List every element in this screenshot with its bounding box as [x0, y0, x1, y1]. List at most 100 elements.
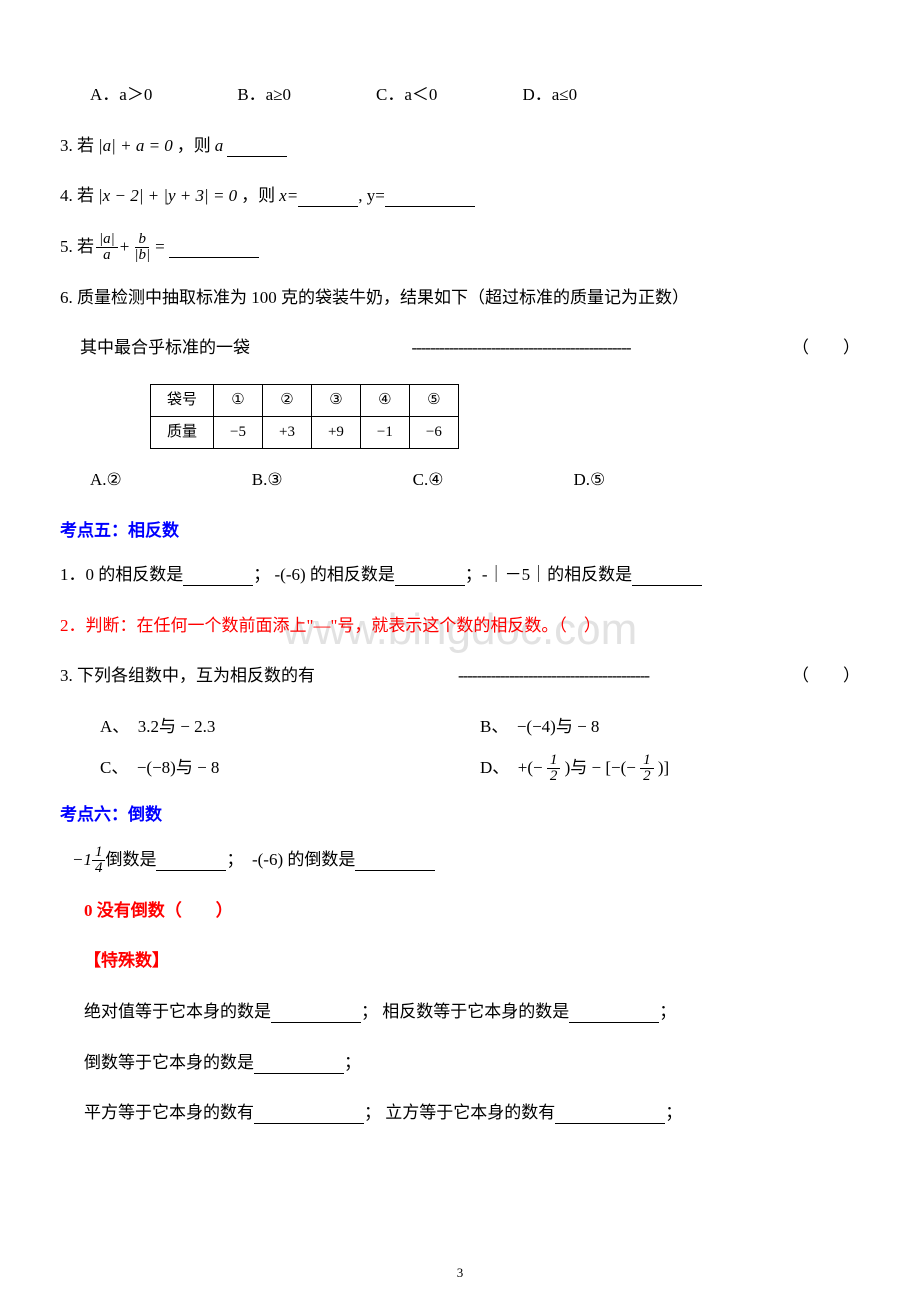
choice-c: C．a＜0 [376, 80, 437, 111]
table-cell: +9 [311, 416, 360, 448]
s5-q1: 1．0 的相反数是 ； -(-6) 的相反数是 ；-｜－5｜的相反数是 [60, 560, 860, 591]
table-cell: −1 [360, 416, 409, 448]
opt-d-frac1: 1 2 [547, 753, 561, 784]
q4-yeq: , y= [358, 181, 385, 212]
frac-den: 2 [640, 769, 654, 784]
table-cell: −5 [214, 416, 263, 448]
q4-blank-x [298, 185, 358, 207]
frac-den: 2 [547, 769, 561, 784]
choice-a: A．a＞0 [90, 80, 152, 111]
sp2-semi: ； [344, 1048, 361, 1079]
s5-opts-row2: C、 −(−8)与 − 8 D、 +(− 1 2 )与 − [−(− 1 2 )… [60, 753, 860, 785]
s5-q2: 2．判断：在任何一个数前面添上"—"号，就表示这个数的相反数。（ ） [60, 611, 860, 642]
frac-num: 1 [640, 753, 654, 769]
sp1-blank1 [271, 1001, 361, 1023]
opt-d-pre: D、 +(− [480, 758, 543, 777]
s5-q3: 3. 下列各组数中，互为相反数的有 ----------------------… [60, 661, 860, 692]
sp1-semi: ； [659, 997, 676, 1028]
s5-q1-c: ；-｜－5｜的相反数是 [465, 560, 632, 591]
frac-den: 4 [92, 861, 106, 876]
q5-blank [169, 236, 259, 258]
opt-c: C、 −(−8)与 − 8 [100, 753, 480, 785]
s5-q1-b: ； -(-6) 的相反数是 [253, 560, 395, 591]
table-cell: ② [262, 384, 311, 416]
s5-q2-text: 2．判断：在任何一个数前面添上"—"号，就表示这个数的相反数。（ ） [60, 611, 601, 642]
q3: 3. 若 |a| + a = 0 ，则 a [60, 131, 860, 162]
frac-num: 1 [92, 845, 106, 861]
opt-d: D、 +(− 1 2 )与 − [−(− 1 2 )] [480, 753, 860, 785]
q4-prefix: 4. 若 [60, 181, 94, 212]
s6-zero-text: 0 没有倒数（ ） [84, 896, 233, 927]
section-6-title: 考点六：倒数 [60, 800, 860, 831]
q6-choices: A.② B.③ C.④ D.⑤ [60, 465, 860, 496]
q5-eq: = [155, 232, 165, 263]
choice-b: B.③ [252, 465, 283, 496]
choice-c: C.④ [413, 465, 444, 496]
q6-text1: 6. 质量检测中抽取标准为 100 克的袋装牛奶，结果如下（超过标准的质量记为正… [60, 283, 689, 314]
q4-blank-y [385, 185, 475, 207]
s6-sp2: 倒数等于它本身的数是 ； [60, 1048, 860, 1079]
sp3a: 平方等于它本身的数有 [84, 1098, 254, 1129]
s5-q1-blank2 [395, 564, 465, 586]
sp2-blank [254, 1052, 344, 1074]
s6-sp1: 绝对值等于它本身的数是 ； 相反数等于它本身的数是 ； [60, 997, 860, 1028]
choice-d: D．a≤0 [522, 80, 577, 111]
table-cell: ① [214, 384, 263, 416]
s6-l1-frac: 1 4 [92, 845, 106, 876]
q3-blank [227, 135, 287, 157]
s6-l1-a: −1 [72, 845, 92, 876]
q4: 4. 若 |x − 2| + |y + 3| = 0 ，则 x= , y= [60, 181, 860, 212]
choice-b: B．a≥0 [237, 80, 291, 111]
s5-q3-left: 3. 下列各组数中，互为相反数的有 [60, 661, 315, 692]
q6-dashes: ----------------------------------------… [411, 333, 630, 364]
s5-opts-row1: A、 3.2与 − 2.3 B、 −(−4)与 − 8 [60, 712, 860, 743]
q4-formula: |x − 2| + |y + 3| = 0 [98, 181, 237, 212]
q3-prefix: 3. 若 [60, 131, 94, 162]
page-number: 3 [457, 1261, 464, 1284]
q3-var: a [215, 131, 224, 162]
q5-prefix: 5. 若 [60, 232, 94, 263]
s6-zero: 0 没有倒数（ ） [60, 896, 860, 927]
sp3-blank2 [555, 1102, 665, 1124]
table-cell: 质量 [151, 416, 214, 448]
s6-blank2 [355, 849, 435, 871]
table-cell: +3 [262, 416, 311, 448]
sp3-blank1 [254, 1102, 364, 1124]
q4-mid: ，则 [241, 181, 275, 212]
table-cell: ⑤ [409, 384, 458, 416]
q5-frac2-num: b [135, 232, 149, 248]
q3-mid: ，则 [177, 131, 211, 162]
s6-l1-b: 倒数是 [105, 845, 156, 876]
q5: 5. 若 |a| a + b |b| = [60, 232, 860, 263]
s6-l1-c: ； -(-6) 的倒数是 [226, 845, 355, 876]
q5-frac1: |a| a [96, 232, 118, 263]
table-cell: 袋号 [151, 384, 214, 416]
opt-a: A、 3.2与 − 2.3 [100, 712, 480, 743]
table-row: 袋号 ① ② ③ ④ ⑤ [151, 384, 459, 416]
sp3b: ； 立方等于它本身的数有 [364, 1098, 555, 1129]
table-cell: −6 [409, 416, 458, 448]
q3-formula: |a| + a = 0 [98, 131, 173, 162]
sp1-blank2 [569, 1001, 659, 1023]
table-cell: ④ [360, 384, 409, 416]
choice-a: A.② [90, 465, 122, 496]
section-5-title: 考点五：相反数 [60, 516, 860, 547]
sp3-semi: ； [665, 1098, 682, 1129]
table-row: 质量 −5 +3 +9 −1 −6 [151, 416, 459, 448]
q6-text2-left: 其中最合乎标准的一袋 [80, 333, 250, 364]
choice-d: D.⑤ [573, 465, 605, 496]
q5-frac2: b |b| [131, 232, 153, 263]
opt-d-post: )] [658, 758, 669, 777]
q4-xeq: x= [279, 181, 298, 212]
q6-paren: （ ） [792, 333, 860, 364]
opt-d-mid: )与 − [−(− [565, 758, 636, 777]
s6-special-title: 【特殊数】 [60, 946, 860, 977]
sp1b: ； 相反数等于它本身的数是 [361, 997, 569, 1028]
s6-line1: −1 1 4 倒数是 ； -(-6) 的倒数是 [60, 845, 860, 876]
frac-num: 1 [547, 753, 561, 769]
s5-q1-blank3 [632, 564, 702, 586]
s5-q3-right: （ ） [792, 661, 860, 692]
q-top-choices: A．a＞0 B．a≥0 C．a＜0 D．a≤0 [60, 80, 860, 111]
s5-q1-a: 1．0 的相反数是 [60, 560, 183, 591]
q6-line1: 6. 质量检测中抽取标准为 100 克的袋装牛奶，结果如下（超过标准的质量记为正… [60, 283, 860, 314]
